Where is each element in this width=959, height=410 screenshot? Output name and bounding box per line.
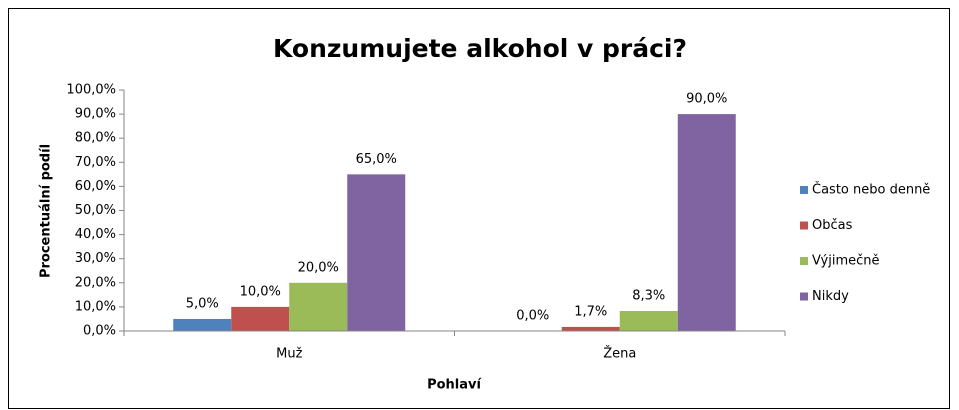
y-axis-title: Procentuální podíl (39, 144, 54, 278)
bar (231, 306, 290, 331)
legend-swatch (800, 292, 808, 301)
x-axis-title: Pohlaví (427, 378, 482, 393)
bar (347, 174, 406, 331)
bar (619, 310, 678, 331)
x-tick-label: Žena (603, 346, 636, 362)
y-tick-label: 40,0% (75, 227, 116, 242)
value-label: 5,0% (186, 296, 219, 311)
x-tick-label: Muž (276, 347, 302, 362)
y-tick-label: 90,0% (75, 107, 116, 122)
legend-label: Často nebo denně (812, 182, 930, 198)
value-label: 10,0% (240, 284, 281, 299)
y-tick-label: 0,0% (83, 324, 116, 339)
legend-label: Výjimečně (812, 254, 880, 269)
value-label: 20,0% (298, 260, 339, 275)
legend-label: Občas (812, 218, 853, 233)
y-tick-label: 20,0% (75, 275, 116, 290)
value-label: 0,0% (516, 309, 549, 324)
value-label: 1,7% (574, 304, 607, 319)
bar (677, 114, 736, 331)
chart-border (8, 8, 950, 409)
chart-title: Konzumujete alkohol v práci? (273, 34, 687, 63)
y-tick-label: 70,0% (75, 155, 116, 170)
legend-swatch (800, 186, 808, 194)
value-label: 8,3% (632, 288, 665, 303)
bar (173, 318, 232, 331)
legend-swatch (800, 221, 808, 230)
y-tick-label: 30,0% (75, 251, 116, 266)
y-tick-label: 50,0% (75, 203, 116, 218)
bar (289, 282, 348, 331)
value-label: 65,0% (356, 152, 397, 167)
y-tick-label: 100,0% (66, 83, 116, 98)
y-tick-label: 80,0% (75, 131, 116, 146)
legend-swatch (800, 257, 808, 265)
bar (561, 326, 620, 331)
y-tick-label: 10,0% (75, 299, 116, 314)
y-tick-label: 60,0% (75, 179, 116, 194)
value-label: 90,0% (686, 92, 727, 107)
legend-label: Nikdy (812, 289, 849, 304)
